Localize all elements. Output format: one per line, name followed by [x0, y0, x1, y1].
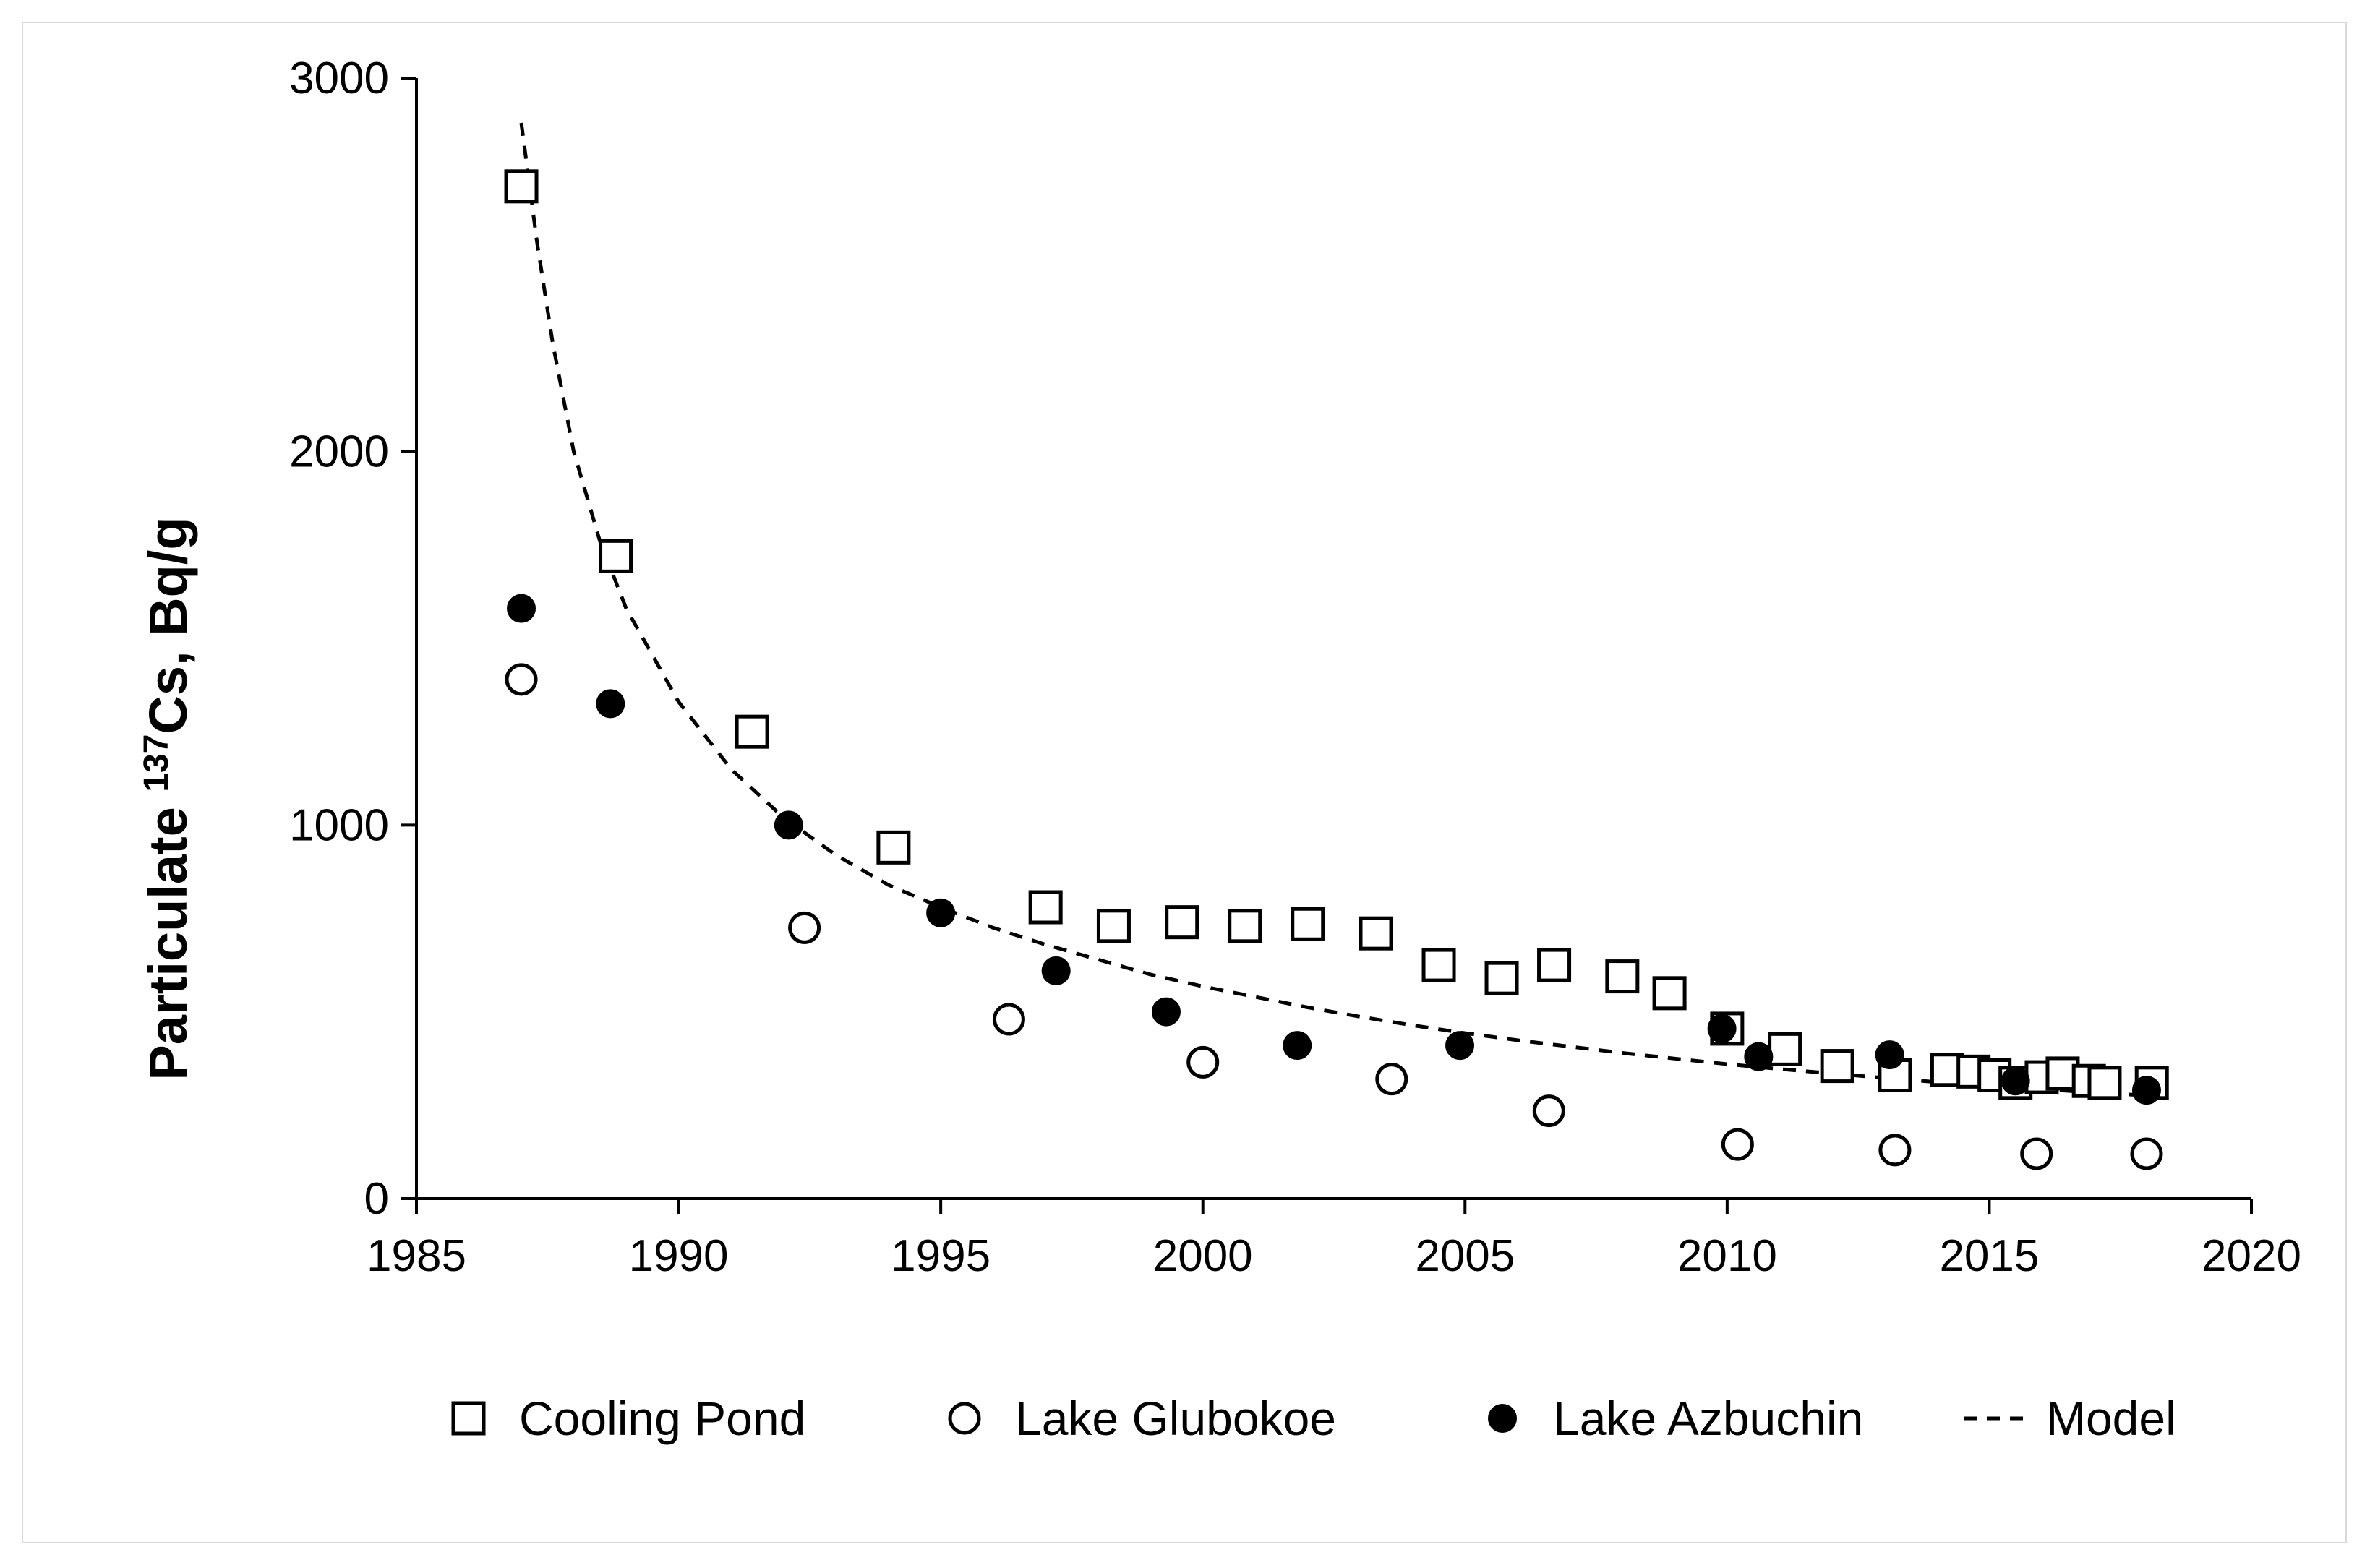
lake-azbuchin-point: [507, 594, 536, 623]
y-tick-label: 0: [364, 1174, 389, 1224]
lake-glubokoe-point: [788, 911, 821, 944]
legend-cooling-pond-swatch: [451, 1401, 486, 1436]
x-tick-label: 1995: [891, 1231, 991, 1281]
y-tick-label: 2000: [289, 427, 389, 477]
legend-model-label: Model: [2046, 1392, 2176, 1445]
y-axis-label-suffix: Cs, Bq/g: [138, 517, 198, 734]
cooling-pond-point: [1820, 1049, 1854, 1084]
y-axis-label-prefix: Particulate: [138, 792, 198, 1081]
cooling-pond-point: [1165, 905, 1199, 940]
axes: 0 1000 2000 3000 1985 1990 1995 2000 2005 2010 201…: [289, 53, 2301, 1281]
lake-azbuchin-point: [2131, 1076, 2161, 1105]
y-tick-label: 1000: [289, 800, 389, 850]
legend-cooling-pond-label: Cooling Pond: [519, 1392, 805, 1445]
legend-lake-azbuchin: Lake Azbuchin: [1488, 1392, 1863, 1445]
y-axis-label: Particulate 137Cs, Bq/g: [137, 517, 199, 1080]
x-tick-label: 2000: [1153, 1231, 1253, 1281]
lake-azbuchin-point: [596, 689, 625, 719]
cooling-pond-point: [1652, 976, 1687, 1011]
x-tick-label: 2010: [1677, 1231, 1777, 1281]
cooling-pond-point: [1228, 909, 1262, 943]
data-points-group: [504, 169, 2169, 1170]
lake-azbuchin-point: [1283, 1031, 1312, 1061]
lake-glubokoe-point: [1375, 1063, 1408, 1096]
lake-glubokoe-point: [1878, 1134, 1912, 1167]
cooling-pond-point: [1359, 916, 1393, 951]
lake-azbuchin-point: [1445, 1031, 1475, 1061]
lake-azbuchin-point: [1707, 1014, 1737, 1043]
legend-lake-glubokoe-swatch: [948, 1402, 981, 1435]
chart-frame: [22, 22, 2347, 1543]
legend-lake-glubokoe: Lake Glubokoe: [948, 1392, 1336, 1445]
y-axis-label-superscript: 137: [137, 734, 176, 792]
legend-lake-azbuchin-label: Lake Azbuchin: [1553, 1392, 1863, 1445]
x-tick-label: 1985: [367, 1231, 466, 1281]
legend-lake-glubokoe-label: Lake Glubokoe: [1015, 1392, 1336, 1445]
lake-azbuchin-point: [926, 898, 956, 927]
lake-azbuchin-point: [1041, 956, 1071, 985]
lake-glubokoe-point: [2020, 1137, 2053, 1170]
x-tick-label: 2005: [1415, 1231, 1515, 1281]
cooling-pond-point: [2087, 1066, 2122, 1100]
legend-model: Model: [1964, 1392, 2176, 1445]
lake-glubokoe-point: [505, 663, 538, 696]
cooling-pond-point: [1291, 907, 1325, 941]
lake-glubokoe-point: [1721, 1128, 1754, 1161]
cooling-pond-point: [1096, 909, 1131, 943]
cooling-pond-point: [735, 714, 769, 749]
lake-glubokoe-point: [2130, 1137, 2163, 1170]
cooling-pond-point: [1605, 959, 1640, 994]
cooling-pond-point: [1768, 1032, 1802, 1066]
lake-azbuchin-point: [1744, 1042, 1774, 1071]
legend-lake-azbuchin-swatch: [1488, 1404, 1517, 1433]
x-tick-label: 1990: [629, 1231, 729, 1281]
lake-azbuchin-point: [2001, 1066, 2030, 1096]
lake-azbuchin-point: [1875, 1040, 1904, 1070]
x-tick-label: 2020: [2202, 1231, 2301, 1281]
cooling-pond-point: [1537, 948, 1572, 982]
cooling-pond-point: [1421, 948, 1456, 982]
lake-glubokoe-point: [1532, 1094, 1565, 1128]
cooling-pond-point: [876, 830, 911, 865]
cooling-pond-point: [1028, 890, 1063, 925]
model-curve-group: [519, 122, 2147, 1097]
lake-azbuchin-point: [774, 810, 803, 840]
lake-glubokoe-point: [1186, 1045, 1220, 1079]
cooling-pond-point: [599, 539, 633, 573]
cooling-pond-point: [1484, 961, 1519, 995]
legend-cooling-pond: Cooling Pond: [451, 1392, 805, 1445]
legend: Cooling Pond Lake Glubokoe Lake Azbuchin Mo…: [451, 1392, 2176, 1445]
model-curve: [519, 122, 2147, 1097]
x-tick-label: 2015: [1939, 1231, 2039, 1281]
cooling-pond-point: [504, 169, 539, 204]
lake-glubokoe-point: [992, 1003, 1025, 1036]
lake-azbuchin-point: [1151, 997, 1181, 1027]
y-tick-label: 3000: [289, 53, 389, 103]
